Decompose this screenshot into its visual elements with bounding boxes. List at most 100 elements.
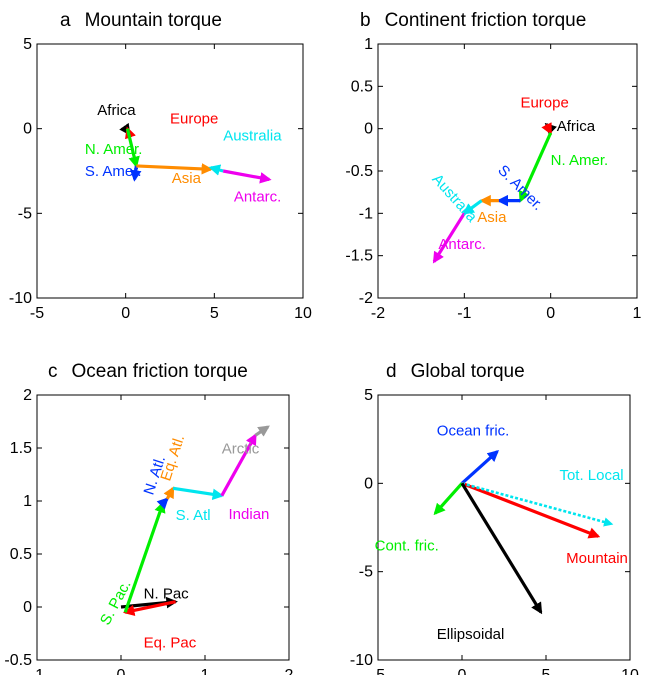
y-tick-label: 0 <box>23 121 32 138</box>
panel-title: b Continent friction torque <box>360 10 586 31</box>
panel-b: b Continent friction torque -2 -1 0 1 -2 -1.5 -1… <box>345 10 641 322</box>
axes-box <box>36 43 304 299</box>
y-tick-label: -2 <box>359 290 373 307</box>
label-tot-local: Tot. Local <box>559 467 623 484</box>
x-tick-label: 10 <box>621 667 639 675</box>
x-tick-label: 0 <box>117 667 126 675</box>
y-tick-label: -10 <box>9 290 32 307</box>
panel-letter: a <box>60 10 71 31</box>
vector-tot-local <box>461 482 614 527</box>
label-ocean-fric: Ocean fric. <box>437 423 510 440</box>
y-tick-label: -5 <box>359 564 373 581</box>
vector-antarc <box>432 212 466 264</box>
x-tick-label: -2 <box>371 305 385 322</box>
y-tick-label: 0 <box>364 121 373 138</box>
y-tick-label: -1 <box>359 205 373 222</box>
axes-box <box>377 394 631 661</box>
label-n-amer: N. Amer. <box>85 141 143 158</box>
y-tick-label: 1 <box>364 36 373 53</box>
vector-europe <box>541 122 553 135</box>
y-tick-label: 0.5 <box>10 546 32 563</box>
label-antarc: Antarc. <box>234 188 282 205</box>
panel-title-text: Global torque <box>411 361 525 382</box>
label-cont-fric: Cont. fric. <box>375 537 439 554</box>
label-n-pac: N. Pac <box>144 586 190 603</box>
x-tick-label: 0 <box>458 667 467 675</box>
panel-title-text: Ocean friction torque <box>72 361 248 382</box>
vector-indian <box>220 433 257 497</box>
y-tick-label: 5 <box>364 387 373 404</box>
label-ellipsoidal: Ellipsoidal <box>437 626 505 643</box>
vector-arctic <box>254 425 270 437</box>
y-tick-label: 0 <box>364 475 373 492</box>
y-tick-label: -0.5 <box>4 652 32 669</box>
panel-c: c Ocean friction torque -1 0 1 2 -0.5 0 0.5 1 1.5 2… <box>4 361 293 675</box>
label-mountain: Mountain <box>566 550 628 567</box>
x-tick-label: 2 <box>285 667 294 675</box>
vector-s-pac <box>123 500 166 613</box>
vector-s-atl <box>172 486 225 501</box>
label-asia: Asia <box>172 170 202 187</box>
y-tick-label: 1 <box>23 493 32 510</box>
x-tick-label: 5 <box>542 667 551 675</box>
vector-eq-pac <box>122 600 176 617</box>
vector-australia <box>208 164 224 176</box>
panel-letter: c <box>48 361 58 382</box>
y-tick-label: 0 <box>23 599 32 616</box>
vector-n-amer <box>125 128 140 169</box>
vector-n-atl <box>156 497 169 510</box>
label-s-amer: S. Amer. <box>494 162 546 214</box>
vector-mountain <box>461 481 601 539</box>
y-tick-label: 2 <box>23 387 32 404</box>
panel-letter: d <box>386 361 397 382</box>
x-tick-label: -1 <box>30 667 44 675</box>
y-tick-label: -10 <box>350 652 373 669</box>
x-tick-label: 1 <box>633 305 642 322</box>
panel-title: c Ocean friction torque <box>48 361 248 382</box>
y-tick-label: -0.5 <box>345 163 373 180</box>
x-tick-label: 5 <box>210 305 219 322</box>
y-tick-label: -1.5 <box>345 248 373 265</box>
label-indian: Indian <box>229 506 270 523</box>
panel-title-text: Continent friction torque <box>385 10 587 31</box>
vector-asia <box>136 163 214 175</box>
y-tick-label: 5 <box>23 36 32 53</box>
vector-australia <box>462 199 483 215</box>
panel-title: a Mountain torque <box>60 10 222 31</box>
vector-eq-atl <box>163 486 175 500</box>
vector-antarc <box>222 169 272 184</box>
label-europe: Europe <box>520 95 568 112</box>
label-eq-pac: Eq. Pac <box>144 634 197 651</box>
label-africa: Africa <box>557 118 596 135</box>
x-tick-label: 1 <box>201 667 210 675</box>
x-tick-label: 10 <box>294 305 312 322</box>
vector-ocean-fric <box>460 449 499 485</box>
vector-cont-fric <box>433 482 464 516</box>
x-tick-label: 0 <box>121 305 130 322</box>
y-tick-label: 1.5 <box>10 440 32 457</box>
label-antarc: Antarc. <box>438 236 486 253</box>
label-s-atl: S. Atl <box>176 507 211 524</box>
y-tick-label: 0.5 <box>351 78 373 95</box>
label-australia: Australia <box>223 128 282 145</box>
panel-letter: b <box>360 10 371 31</box>
label-arctic: Arctic <box>222 440 260 457</box>
x-tick-label: -5 <box>30 305 44 322</box>
x-tick-label: -5 <box>371 667 385 675</box>
label-australia: Australia <box>429 171 481 226</box>
x-tick-label: 0 <box>546 305 555 322</box>
vector-ellipsoidal <box>460 482 543 615</box>
panel-title-text: Mountain torque <box>85 10 222 31</box>
axes-box <box>36 394 290 661</box>
label-asia: Asia <box>477 209 507 226</box>
label-europe: Europe <box>170 111 218 128</box>
vector-n-amer <box>518 132 553 203</box>
label-africa: Africa <box>97 102 136 119</box>
x-tick-label: -1 <box>457 305 471 322</box>
panel-title: d Global torque <box>386 361 525 382</box>
vector-s-amer <box>130 165 142 182</box>
label-s-amer: S. Amer. <box>85 163 142 180</box>
